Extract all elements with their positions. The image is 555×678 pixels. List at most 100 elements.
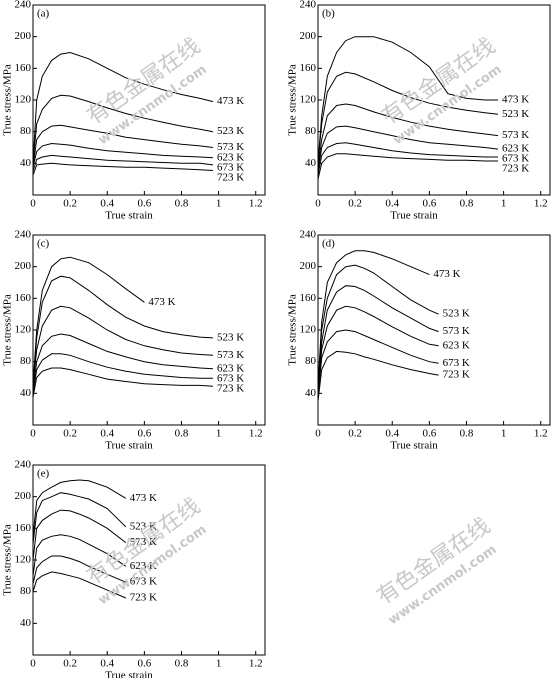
x-tick-label: 0 — [30, 658, 36, 670]
y-axis-label: True stress/MPa — [287, 64, 299, 136]
x-tick-label: 0.8 — [460, 198, 474, 210]
series-line — [317, 305, 439, 394]
y-tick-label: 240 — [15, 459, 32, 471]
series-label: 473 K — [148, 296, 175, 308]
y-tick-label: 200 — [15, 260, 32, 272]
y-tick-label: 120 — [15, 324, 32, 336]
series-line — [32, 124, 214, 168]
y-tick-label: 160 — [15, 522, 32, 534]
series-label: 673 K — [217, 161, 244, 173]
series-label: 573 K — [217, 141, 244, 153]
x-tick-label: 1.2 — [249, 198, 263, 210]
x-tick-label: 1 — [216, 428, 222, 440]
y-axis-label: True stress/MPa — [287, 294, 299, 366]
y-tick-label: 200 — [300, 30, 317, 42]
series-label: 623 K — [443, 339, 470, 351]
x-tick-label: 0.6 — [422, 198, 436, 210]
y-tick-label: 80 — [20, 355, 32, 367]
y-tick-label: 80 — [305, 125, 317, 137]
series-line — [317, 329, 439, 398]
panel-title: (d) — [322, 238, 335, 250]
x-tick-label: 0.4 — [100, 428, 114, 440]
panel-title: (e) — [37, 468, 50, 480]
x-tick-label: 0 — [30, 428, 36, 440]
series-label: 473 K — [433, 268, 460, 280]
series-line — [32, 571, 126, 599]
series-line — [32, 353, 213, 394]
series-line — [32, 509, 127, 561]
x-tick-label: 0.4 — [100, 198, 114, 210]
plot-frame — [32, 234, 266, 426]
x-tick-label: 1.2 — [534, 198, 548, 210]
x-axis-label: True strain — [105, 210, 153, 222]
x-tick-label: 0.2 — [63, 428, 77, 440]
x-axis-label: True strain — [105, 440, 153, 452]
series-line — [32, 367, 214, 398]
series-line — [317, 153, 498, 180]
x-tick-label: 0.2 — [63, 658, 77, 670]
series-label: 473 K — [130, 492, 157, 504]
series-line — [317, 103, 499, 168]
series-label: 573 K — [130, 536, 157, 548]
series-line — [317, 36, 498, 164]
x-tick-label: 1 — [501, 428, 507, 440]
series-label: 623 K — [502, 143, 529, 155]
series-label: 723 K — [217, 171, 244, 183]
panel-title: (a) — [37, 8, 50, 20]
y-tick-label: 200 — [300, 260, 317, 272]
panel-title: (b) — [322, 8, 335, 20]
x-tick-label: 0.2 — [348, 198, 362, 210]
series-line — [317, 71, 499, 164]
x-tick-label: 0 — [30, 198, 36, 210]
y-tick-label: 160 — [300, 292, 317, 304]
series-label: 473 K — [502, 94, 529, 106]
series-label: 723 K — [130, 592, 157, 604]
x-tick-label: 0.4 — [385, 198, 399, 210]
x-tick-label: 0.8 — [460, 428, 474, 440]
series-label: 723 K — [443, 369, 470, 381]
series-line — [317, 250, 430, 386]
y-tick-label: 240 — [300, 229, 317, 241]
x-tick-label: 0.8 — [175, 198, 189, 210]
y-tick-label: 240 — [300, 0, 317, 11]
series-label: 623 K — [130, 560, 157, 572]
y-axis-label: True stress/MPa — [2, 64, 14, 136]
y-tick-label: 160 — [15, 62, 32, 74]
series-line — [32, 154, 214, 172]
series-line — [32, 333, 214, 390]
x-axis-label: True strain — [390, 210, 438, 222]
y-tick-label: 80 — [20, 585, 32, 597]
x-axis-label: True strain — [105, 670, 153, 678]
y-tick-label: 200 — [15, 30, 32, 42]
y-tick-label: 40 — [20, 617, 32, 629]
x-tick-label: 0.2 — [348, 428, 362, 440]
y-tick-label: 160 — [15, 292, 32, 304]
x-tick-label: 0.2 — [63, 198, 77, 210]
y-tick-label: 120 — [15, 554, 32, 566]
series-label: 523 K — [502, 108, 529, 120]
series-line — [317, 350, 439, 402]
series-line — [317, 125, 499, 172]
x-tick-label: 0 — [315, 198, 321, 210]
x-tick-label: 1 — [216, 658, 222, 670]
y-tick-label: 120 — [15, 94, 32, 106]
x-tick-label: 0.8 — [175, 428, 189, 440]
x-tick-label: 1.2 — [534, 428, 548, 440]
series-line — [317, 142, 498, 176]
x-tick-label: 0.6 — [137, 658, 151, 670]
y-tick-label: 120 — [300, 324, 317, 336]
series-label: 573 K — [217, 349, 244, 361]
y-tick-label: 240 — [15, 0, 32, 11]
y-tick-label: 160 — [300, 62, 317, 74]
series-label: 723 K — [502, 163, 529, 175]
series-label: 673 K — [443, 357, 470, 369]
series-label: 573 K — [443, 325, 470, 337]
series-label: 473 K — [217, 95, 244, 107]
y-axis-label: True stress/MPa — [2, 524, 14, 596]
y-tick-label: 40 — [20, 157, 32, 169]
x-tick-label: 0.6 — [137, 198, 151, 210]
series-label: 623 K — [217, 362, 244, 374]
series-label: 673 K — [217, 372, 244, 384]
x-tick-label: 0.6 — [422, 428, 436, 440]
